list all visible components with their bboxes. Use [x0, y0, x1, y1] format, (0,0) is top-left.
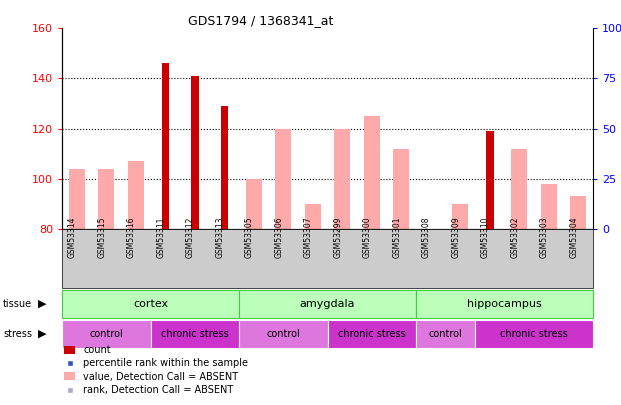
Text: chronic stress: chronic stress [161, 329, 229, 339]
Legend: count, percentile rank within the sample, value, Detection Call = ABSENT, rank, : count, percentile rank within the sample… [61, 342, 251, 398]
Text: hippocampus: hippocampus [467, 299, 542, 309]
Bar [452, 204, 468, 229]
Text: control: control [89, 329, 123, 339]
Text: GSM53302: GSM53302 [510, 217, 519, 258]
Text: GSM53305: GSM53305 [245, 217, 254, 258]
Text: control: control [266, 329, 300, 339]
Text: GSM53300: GSM53300 [363, 217, 372, 258]
Text: GDS1794 / 1368341_at: GDS1794 / 1368341_at [188, 14, 333, 27]
Text: GSM53313: GSM53313 [215, 217, 224, 258]
Text: GSM53310: GSM53310 [481, 217, 490, 258]
Text: ▶: ▶ [38, 299, 47, 309]
Bar [191, 76, 199, 229]
Bar [246, 179, 262, 229]
Bar [364, 116, 380, 229]
Text: GSM53303: GSM53303 [540, 217, 549, 258]
Text: GSM53309: GSM53309 [451, 217, 460, 258]
Text: GSM53308: GSM53308 [422, 217, 431, 258]
Text: GSM53304: GSM53304 [569, 217, 578, 258]
Text: GSM53307: GSM53307 [304, 217, 313, 258]
Bar [98, 168, 114, 229]
Text: chronic stress: chronic stress [500, 329, 568, 339]
Bar [334, 129, 350, 229]
Text: amygdala: amygdala [300, 299, 355, 309]
Bar [69, 168, 85, 229]
Text: GSM53312: GSM53312 [186, 217, 195, 258]
Bar [541, 184, 557, 229]
Text: cortex: cortex [133, 299, 168, 309]
Bar [570, 196, 586, 229]
Text: stress: stress [3, 329, 32, 339]
Bar [511, 149, 527, 229]
Text: GSM53314: GSM53314 [68, 217, 77, 258]
Text: control: control [428, 329, 463, 339]
Text: GSM53299: GSM53299 [333, 217, 342, 258]
Bar [486, 131, 494, 229]
Text: GSM53316: GSM53316 [127, 217, 136, 258]
Bar [393, 149, 409, 229]
Bar [220, 106, 228, 229]
Text: chronic stress: chronic stress [338, 329, 406, 339]
Text: GSM53315: GSM53315 [97, 217, 106, 258]
Text: ▶: ▶ [38, 329, 47, 339]
Bar [128, 161, 144, 229]
Text: GSM53301: GSM53301 [392, 217, 401, 258]
Text: tissue: tissue [3, 299, 32, 309]
Bar [275, 129, 291, 229]
Bar [161, 64, 169, 229]
Text: GSM53311: GSM53311 [156, 217, 165, 258]
Text: GSM53306: GSM53306 [274, 217, 283, 258]
Bar [305, 204, 321, 229]
